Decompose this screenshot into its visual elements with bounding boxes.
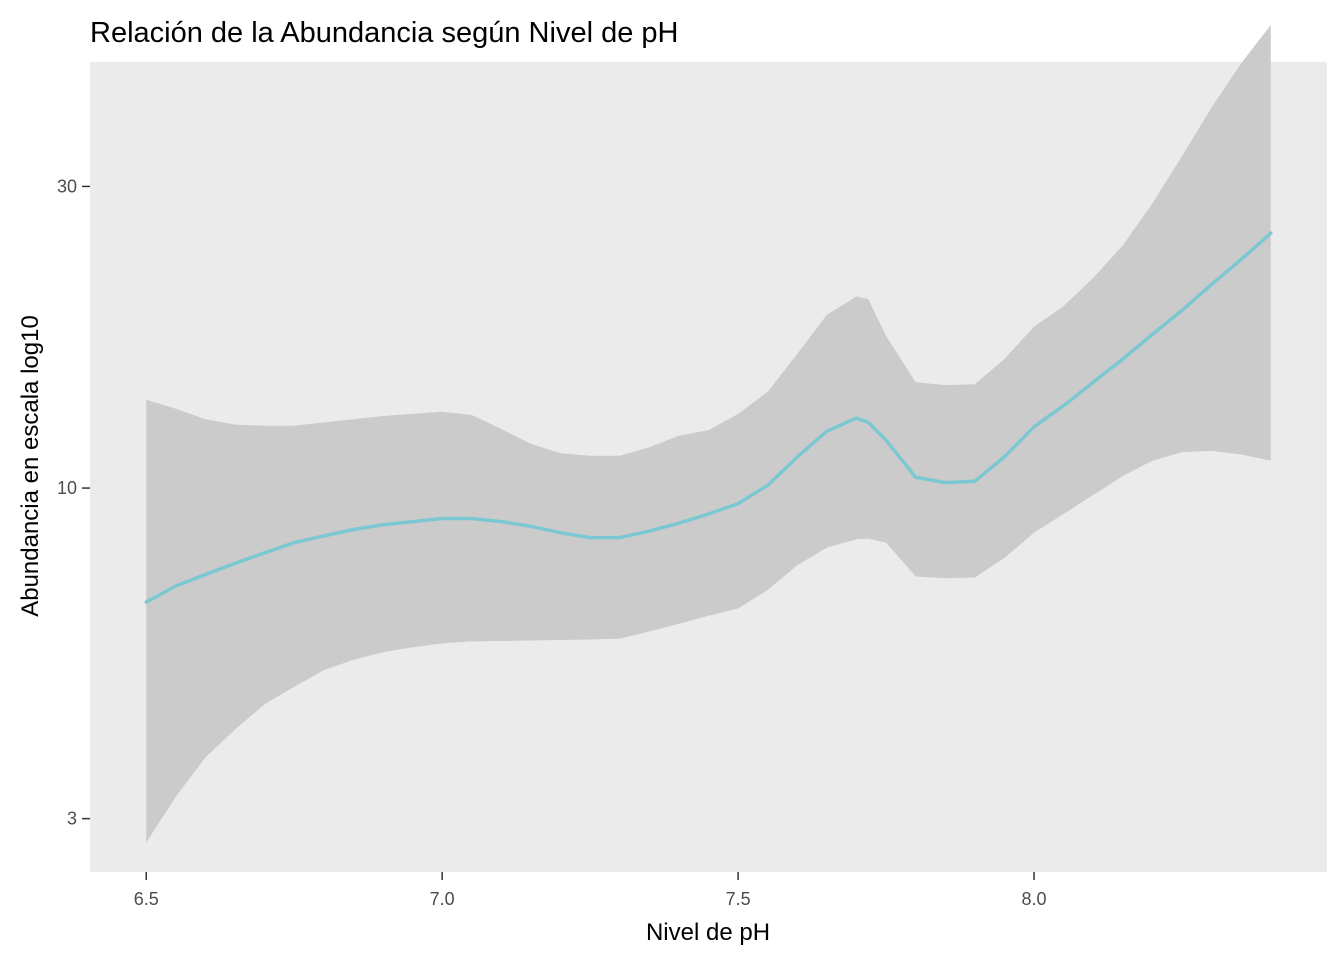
y-axis: 3 10 30: [57, 176, 90, 829]
y-tick-label: 3: [67, 809, 77, 829]
y-tick-label: 10: [57, 478, 77, 498]
x-tick-label: 7.0: [430, 889, 455, 909]
x-axis-title: Nivel de pH: [646, 919, 770, 946]
x-axis: 6.5 7.0 7.5 8.0: [134, 872, 1047, 909]
chart-title: Relación de la Abundancia según Nivel de…: [90, 17, 678, 49]
x-tick-label: 7.5: [726, 889, 751, 909]
x-tick-label: 6.5: [134, 889, 159, 909]
confidence-ribbon: [146, 25, 1271, 843]
smooth-line: [144, 231, 1273, 604]
x-tick-label: 8.0: [1022, 889, 1047, 909]
y-tick-label: 30: [57, 176, 77, 196]
y-axis-title: Abundancia en escala log10: [17, 315, 44, 617]
